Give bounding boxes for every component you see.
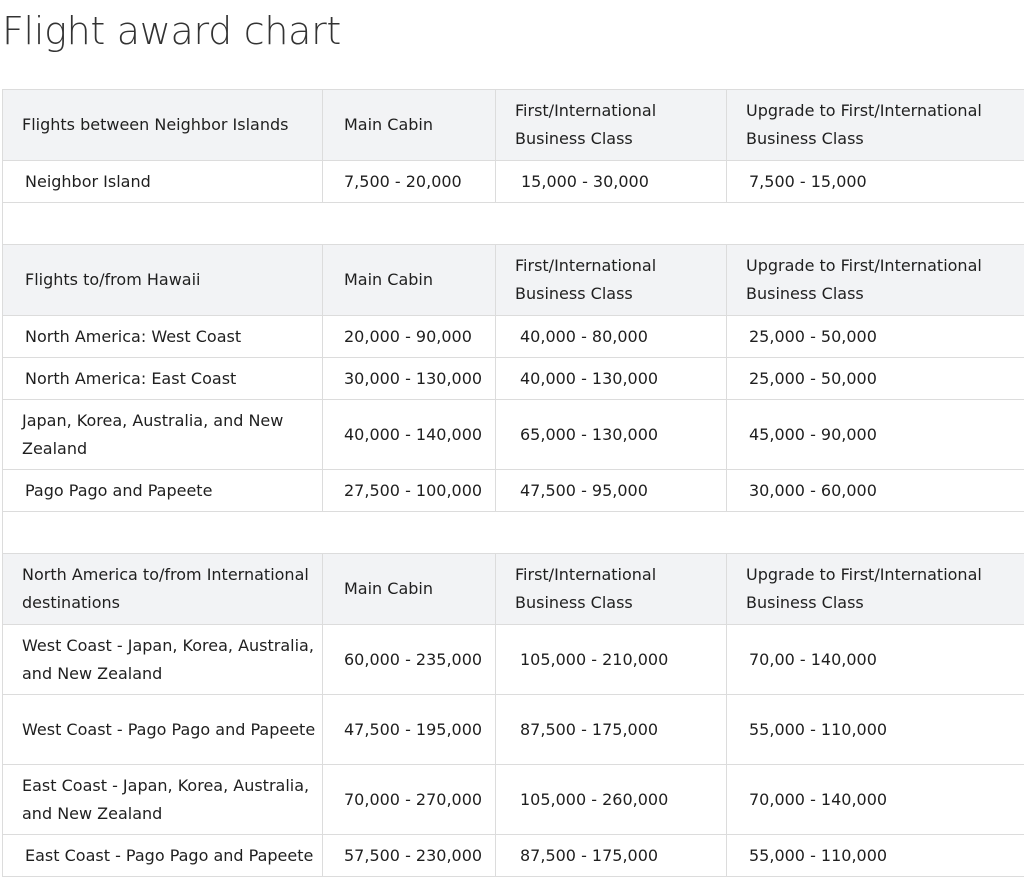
route-cell: East Coast - Pago Pago and Papeete <box>2 834 323 877</box>
section-header-row: Flights to/from Hawaii Main Cabin First/… <box>2 244 1024 316</box>
main-cabin-cell: 30,000 - 130,000 <box>322 357 496 400</box>
route-cell: Pago Pago and Papeete <box>2 469 323 512</box>
route-cell: West Coast - Japan, Korea, Australia, an… <box>2 624 323 695</box>
main-cabin-cell: 7,500 - 20,000 <box>322 160 496 203</box>
section-header-row: North America to/from International dest… <box>2 553 1024 625</box>
upgrade-cell: 7,500 - 15,000 <box>726 160 1024 203</box>
route-cell: West Coast - Pago Pago and Papeete <box>2 694 323 765</box>
route-cell: North America: East Coast <box>2 357 323 400</box>
main-cabin-cell: 20,000 - 90,000 <box>322 315 496 358</box>
header-upgrade-cell: Upgrade to First/International Business … <box>726 553 1024 625</box>
header-main-cabin-cell: Main Cabin <box>322 244 496 316</box>
first-cell: 40,000 - 80,000 <box>495 315 727 358</box>
header-first-cell: First/International Business Class <box>495 89 727 161</box>
table-row: North America: East Coast 30,000 - 130,0… <box>2 357 1024 400</box>
main-cabin-cell: 70,000 - 270,000 <box>322 764 496 835</box>
header-main-cabin-cell: Main Cabin <box>322 553 496 625</box>
first-cell: 65,000 - 130,000 <box>495 399 727 470</box>
upgrade-cell: 25,000 - 50,000 <box>726 315 1024 358</box>
header-main-cabin-cell: Main Cabin <box>322 89 496 161</box>
first-cell: 105,000 - 260,000 <box>495 764 727 835</box>
upgrade-cell: 45,000 - 90,000 <box>726 399 1024 470</box>
table-row: West Coast - Japan, Korea, Australia, an… <box>2 624 1024 695</box>
main-cabin-cell: 47,500 - 195,000 <box>322 694 496 765</box>
header-upgrade-cell: Upgrade to First/International Business … <box>726 244 1024 316</box>
header-first-cell: First/International Business Class <box>495 244 727 316</box>
header-route-cell: Flights to/from Hawaii <box>2 244 323 316</box>
first-cell: 87,500 - 175,000 <box>495 834 727 877</box>
main-cabin-cell: 40,000 - 140,000 <box>322 399 496 470</box>
route-cell: North America: West Coast <box>2 315 323 358</box>
upgrade-cell: 70,00 - 140,000 <box>726 624 1024 695</box>
table-row: West Coast - Pago Pago and Papeete 47,50… <box>2 694 1024 765</box>
first-cell: 105,000 - 210,000 <box>495 624 727 695</box>
award-chart-table: Flights between Neighbor Islands Main Ca… <box>2 89 1024 877</box>
upgrade-cell: 25,000 - 50,000 <box>726 357 1024 400</box>
header-route-cell: North America to/from International dest… <box>2 553 323 625</box>
table-row: East Coast - Pago Pago and Papeete 57,50… <box>2 834 1024 877</box>
header-upgrade-cell: Upgrade to First/International Business … <box>726 89 1024 161</box>
main-cabin-cell: 60,000 - 235,000 <box>322 624 496 695</box>
header-route-cell: Flights between Neighbor Islands <box>2 89 323 161</box>
upgrade-cell: 55,000 - 110,000 <box>726 694 1024 765</box>
header-first-cell: First/International Business Class <box>495 553 727 625</box>
table-row: East Coast - Japan, Korea, Australia, an… <box>2 764 1024 835</box>
route-cell: Neighbor Island <box>2 160 323 203</box>
upgrade-cell: 55,000 - 110,000 <box>726 834 1024 877</box>
first-cell: 47,500 - 95,000 <box>495 469 727 512</box>
upgrade-cell: 70,000 - 140,000 <box>726 764 1024 835</box>
section-spacer <box>2 511 1024 554</box>
route-cell: East Coast - Japan, Korea, Australia, an… <box>2 764 323 835</box>
table-row: North America: West Coast 20,000 - 90,00… <box>2 315 1024 358</box>
route-cell: Japan, Korea, Australia, and New Zealand <box>2 399 323 470</box>
main-cabin-cell: 57,500 - 230,000 <box>322 834 496 877</box>
first-cell: 87,500 - 175,000 <box>495 694 727 765</box>
first-cell: 40,000 - 130,000 <box>495 357 727 400</box>
first-cell: 15,000 - 30,000 <box>495 160 727 203</box>
upgrade-cell: 30,000 - 60,000 <box>726 469 1024 512</box>
table-row: Pago Pago and Papeete 27,500 - 100,000 4… <box>2 469 1024 512</box>
section-spacer <box>2 202 1024 245</box>
section-header-row: Flights between Neighbor Islands Main Ca… <box>2 89 1024 161</box>
page-title: Flight award chart <box>2 9 342 53</box>
table-row: Neighbor Island 7,500 - 20,000 15,000 - … <box>2 160 1024 203</box>
table-row: Japan, Korea, Australia, and New Zealand… <box>2 399 1024 470</box>
main-cabin-cell: 27,500 - 100,000 <box>322 469 496 512</box>
